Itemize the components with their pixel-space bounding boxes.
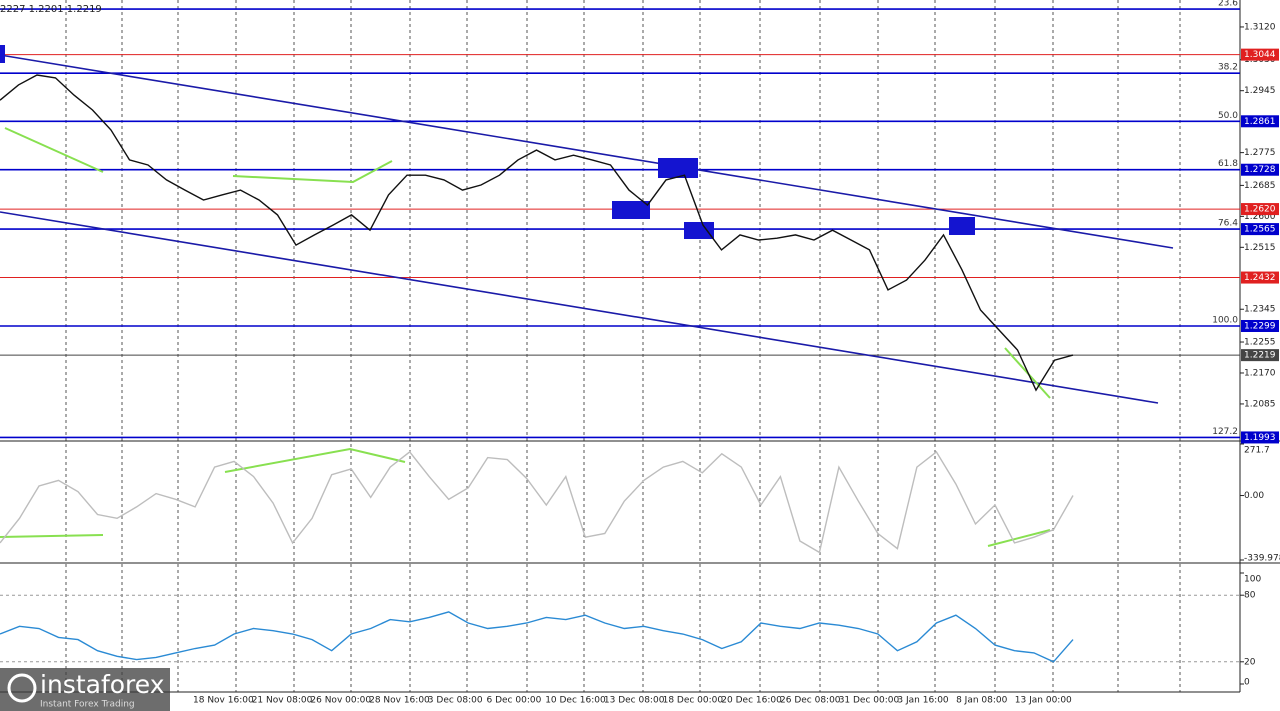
slogan: Instant Forex Trading — [40, 700, 135, 710]
price-box-label: 1.2620 — [1244, 205, 1276, 215]
y-tick-label: 1.3120 — [1244, 22, 1276, 32]
price-box — [1241, 163, 1279, 176]
price-box — [1241, 319, 1279, 332]
x-tick-label: 3 Jan 16:00 — [897, 696, 949, 706]
y-tick-label: 1.2945 — [1244, 86, 1276, 96]
y-tick-label: 1.2600 — [1244, 212, 1276, 222]
x-tick-label: 26 Dec 08:00 — [780, 696, 841, 706]
x-tick-label: 18 Nov 16:00 — [193, 696, 254, 706]
channel — [0, 54, 1174, 404]
price-box — [1241, 223, 1279, 236]
divergence-lines — [0, 127, 1051, 547]
y-tick-label: 1.2085 — [1244, 399, 1276, 409]
y-tick-label: 271.7 — [1244, 446, 1270, 456]
series-line — [0, 74, 1074, 392]
price-box — [1241, 115, 1279, 128]
price-box-label: 1.2861 — [1244, 117, 1276, 127]
price-box — [1241, 431, 1279, 444]
y-tick-label: 1.2255 — [1244, 338, 1276, 348]
price-box-label: 1.2728 — [1244, 165, 1276, 175]
fib-label: 23.6 — [1218, 0, 1238, 9]
y-tick-label: 0.00 — [1244, 491, 1264, 501]
fib-label: 100.0 — [1212, 315, 1238, 325]
y-tick-label: 1.2775 — [1244, 148, 1276, 158]
vertical-grid — [65, 0, 1181, 692]
price-box-label: 1.3044 — [1244, 50, 1276, 60]
x-tick-label: 13 Jan 00:00 — [1015, 696, 1072, 706]
price-box — [1241, 203, 1279, 216]
fib-label: 50.0 — [1218, 111, 1238, 121]
fib-label: 38.2 — [1218, 63, 1238, 73]
x-tick-label: 31 Dec 00:00 — [839, 696, 900, 706]
x-tick-label: 28 Nov 16:00 — [369, 696, 430, 706]
y-tick-label: 1.2170 — [1244, 368, 1276, 378]
series-line — [0, 450, 1074, 554]
x-tick-label: 8 Jan 08:00 — [956, 696, 1008, 706]
fib-label: 76.4 — [1218, 219, 1238, 229]
brand: instaforex — [40, 670, 165, 699]
y-tick-label: 1.2685 — [1244, 181, 1276, 191]
price-box — [1241, 271, 1279, 284]
y-tick-label: 1.2345 — [1244, 305, 1276, 315]
zones — [0, 45, 975, 239]
y-tick-label: 20 — [1244, 657, 1256, 667]
levels: 23.6 38.2 50.0 61.8 76.4 100.0 127.2 — [0, 0, 1240, 663]
x-tick-label: 20 Dec 16:00 — [721, 696, 782, 706]
price-box-label: 1.2219 — [1244, 351, 1276, 361]
x-tick-label: 21 Nov 08:00 — [252, 696, 313, 706]
price-box-label: 1.2299 — [1244, 321, 1276, 331]
x-tick-label: 13 Dec 08:00 — [604, 696, 665, 706]
fib-label: 61.8 — [1218, 159, 1238, 169]
y-tick-label: 80 — [1244, 591, 1256, 601]
price-box — [1241, 349, 1279, 362]
price-box-label: 1.1993 — [1244, 433, 1276, 443]
plots — [0, 74, 1074, 663]
x-tick-label: 18 Dec 00:00 — [663, 696, 724, 706]
y-tick-label: 1.2515 — [1244, 243, 1276, 253]
series-line — [0, 611, 1074, 663]
y-tick-label: -339.978 — [1244, 554, 1280, 564]
logo: instaforex Instant Forex Trading — [0, 668, 170, 711]
x-tick-label: 26 Nov 00:00 — [310, 696, 371, 706]
frame — [0, 0, 1280, 693]
x-tick-label: 10 Dec 16:00 — [545, 696, 606, 706]
price-box-label: 1.2432 — [1244, 273, 1276, 283]
price-box-label: 1.2565 — [1244, 225, 1276, 235]
x-tick-label: 3 Dec 08:00 — [428, 696, 483, 706]
y-tick-label: 0 — [1244, 678, 1250, 688]
x-tick-label: 6 Dec 00:00 — [487, 696, 542, 706]
price-box — [1241, 48, 1279, 61]
ohlc-header: 2227 1.2201 1.2219 — [0, 4, 102, 15]
fib-label: 127.2 — [1212, 427, 1238, 437]
y-tick-label: 100 — [1244, 575, 1261, 585]
